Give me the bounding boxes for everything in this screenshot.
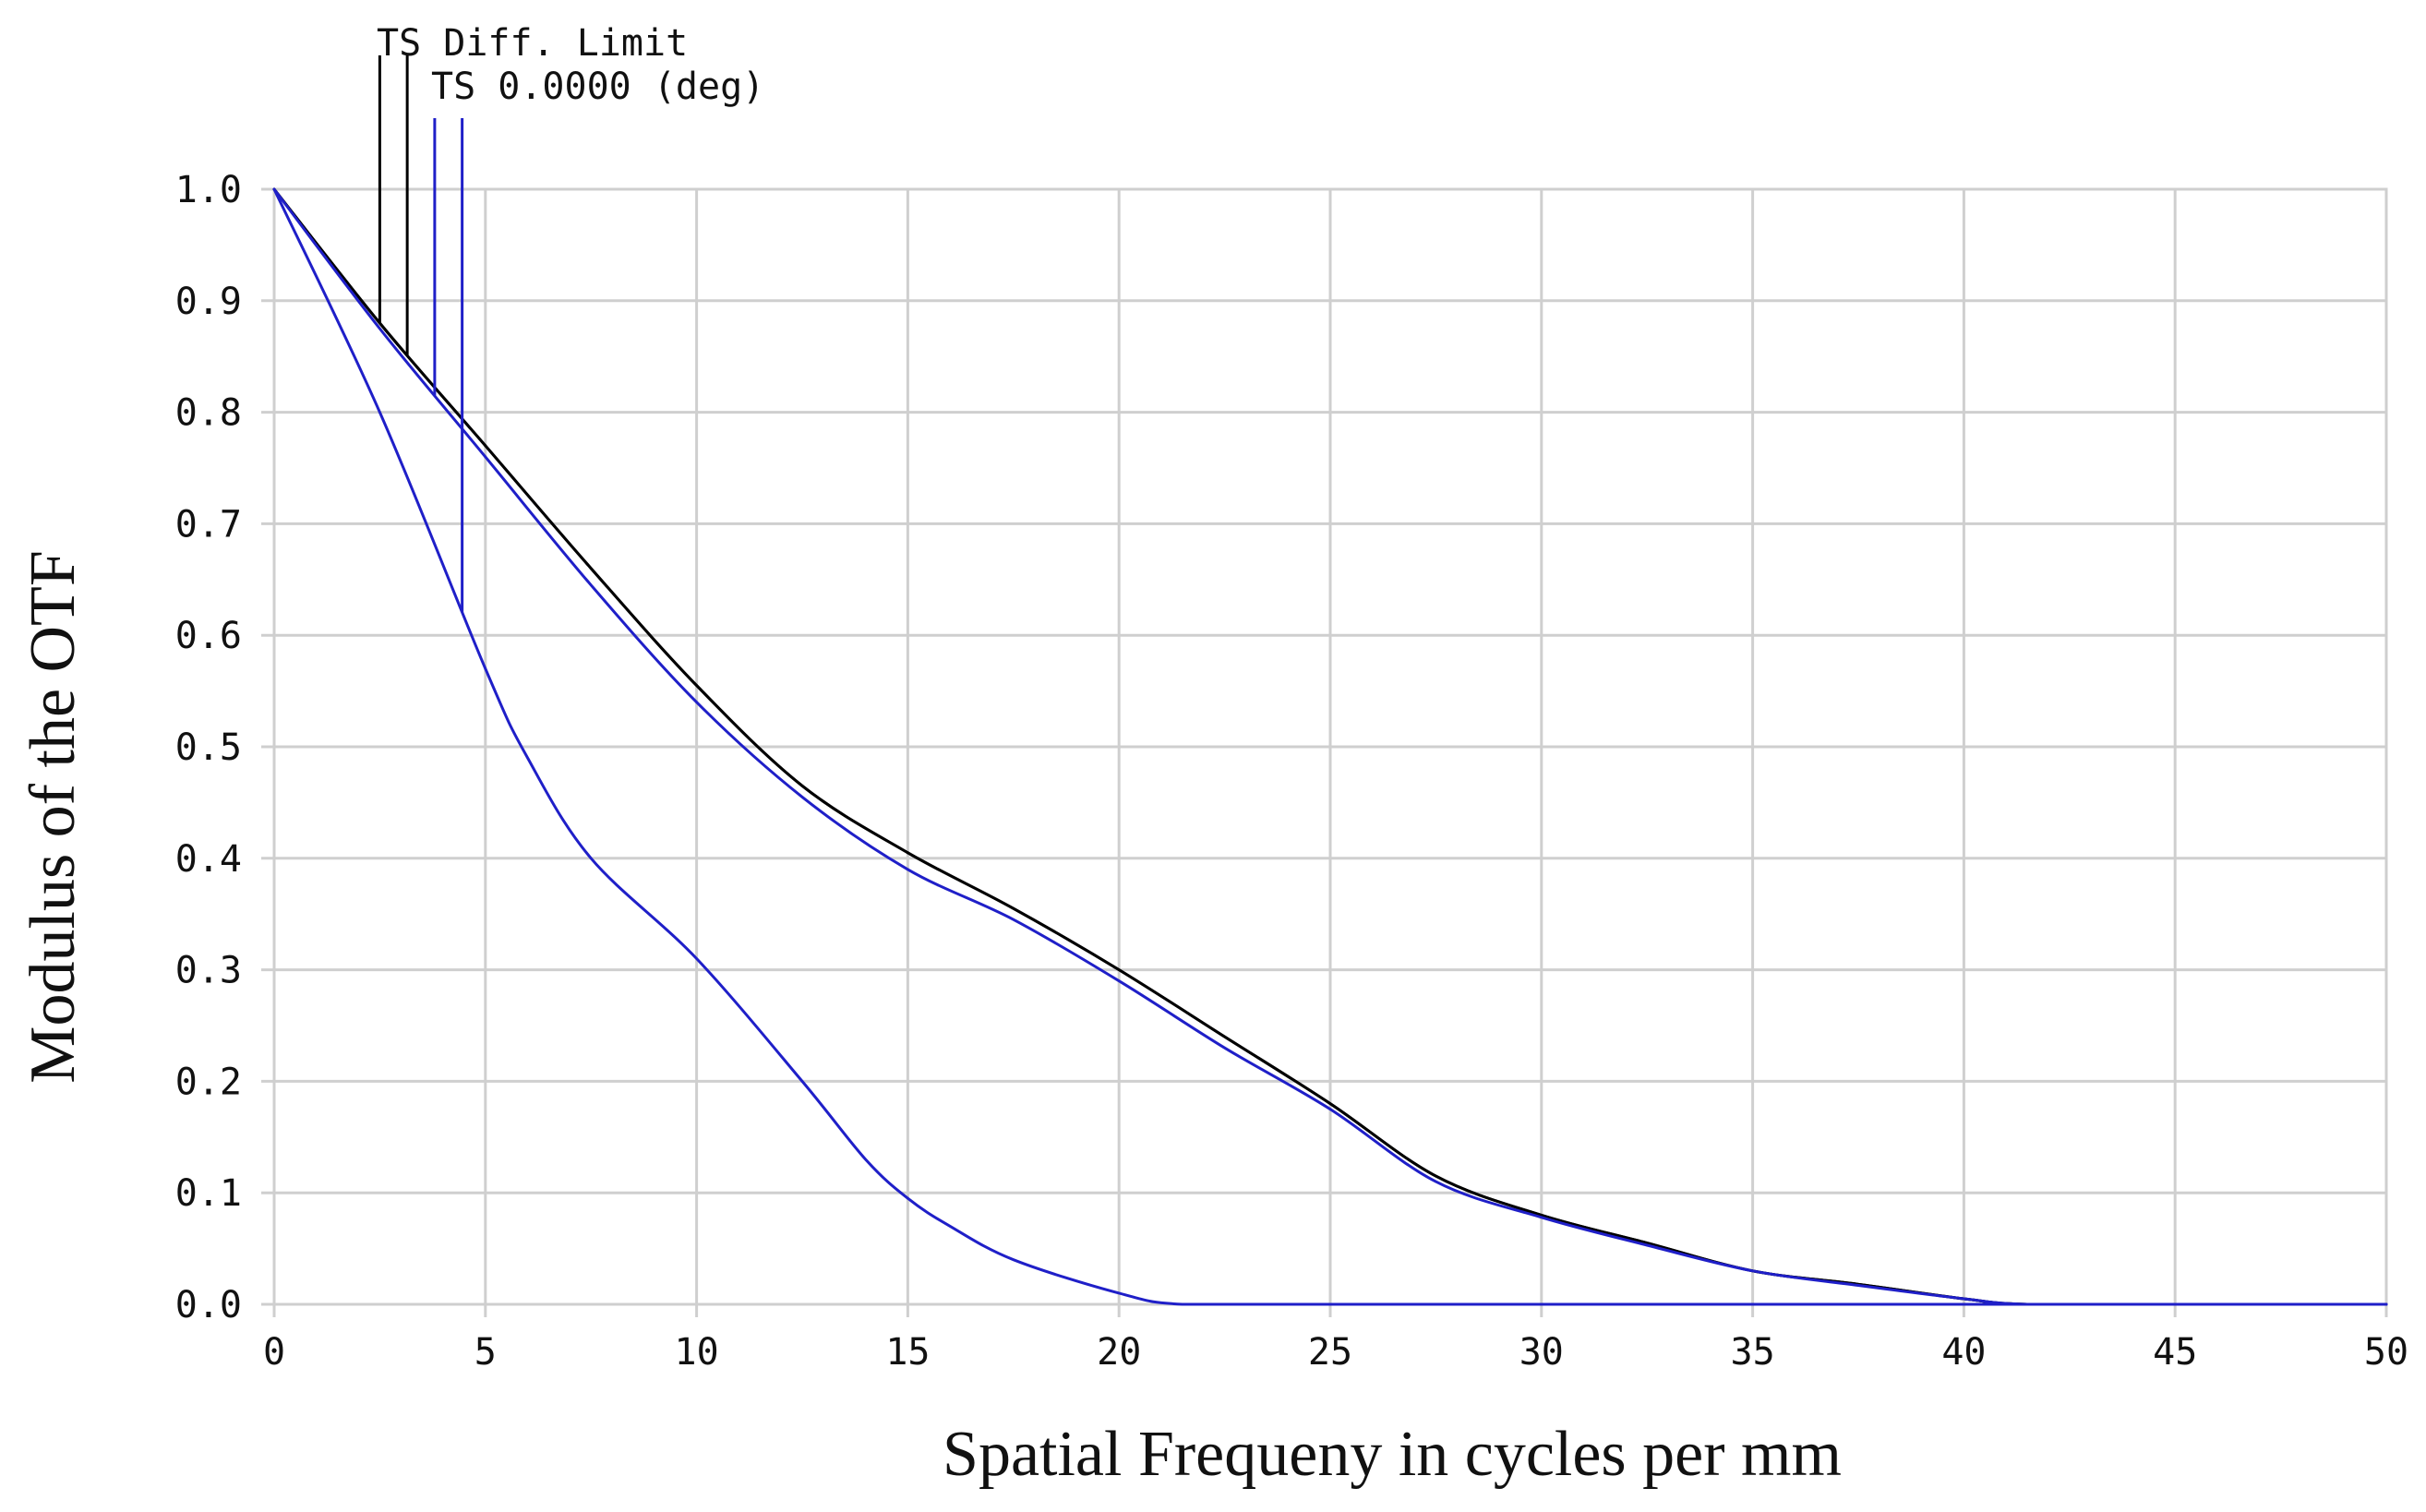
x-tick-label: 0 bbox=[263, 1331, 285, 1374]
x-tick-label: 15 bbox=[885, 1331, 930, 1374]
y-tick-label: 0.1 bbox=[175, 1172, 242, 1215]
y-tick-label: 0.5 bbox=[175, 726, 242, 769]
y-tick-label: 0.4 bbox=[175, 838, 242, 881]
x-tick-label: 20 bbox=[1097, 1331, 1141, 1374]
y-tick-label: 0.2 bbox=[175, 1061, 242, 1103]
legend-label-diff-limit: TS Diff. Limit bbox=[377, 22, 688, 65]
legend-label-ts-field: TS 0.0000 (deg) bbox=[431, 66, 764, 108]
x-tick-label: 50 bbox=[2364, 1331, 2408, 1374]
y-tick-label: 0.6 bbox=[175, 615, 242, 657]
y-tick-label: 0.3 bbox=[175, 950, 242, 992]
x-tick-label: 35 bbox=[1731, 1331, 1775, 1374]
y-axis-ticks: 0.0 0.1 0.2 0.3 0.4 0.5 0.6 0.7 0.8 0.9 1.0 bbox=[175, 169, 242, 1326]
series-curve-3 bbox=[272, 187, 2388, 1306]
x-axis-title: Spatial Frequeny in cycles per mm bbox=[943, 1419, 1842, 1490]
x-tick-label: 5 bbox=[474, 1331, 497, 1374]
legend: TS Diff. Limit TS 0.0000 (deg) bbox=[377, 22, 764, 108]
y-axis-title: Modulus of the OTF bbox=[18, 550, 89, 1084]
y-tick-label: 1.0 bbox=[175, 169, 242, 211]
y-tick-label: 0.7 bbox=[175, 503, 242, 546]
x-tick-label: 25 bbox=[1308, 1331, 1352, 1374]
series-curve-2 bbox=[272, 187, 2388, 1306]
series-curves bbox=[272, 55, 2388, 1306]
x-tick-label: 10 bbox=[675, 1331, 719, 1374]
y-tick-label: 0.0 bbox=[175, 1284, 242, 1326]
y-tick-label: 0.9 bbox=[175, 281, 242, 323]
x-axis-ticks: 0 5 10 15 20 25 30 35 40 45 50 bbox=[263, 1331, 2408, 1374]
x-tick-label: 45 bbox=[2153, 1331, 2197, 1374]
x-tick-label: 30 bbox=[1519, 1331, 1564, 1374]
x-tick-label: 40 bbox=[1941, 1331, 1986, 1374]
y-tick-label: 0.8 bbox=[175, 392, 242, 435]
